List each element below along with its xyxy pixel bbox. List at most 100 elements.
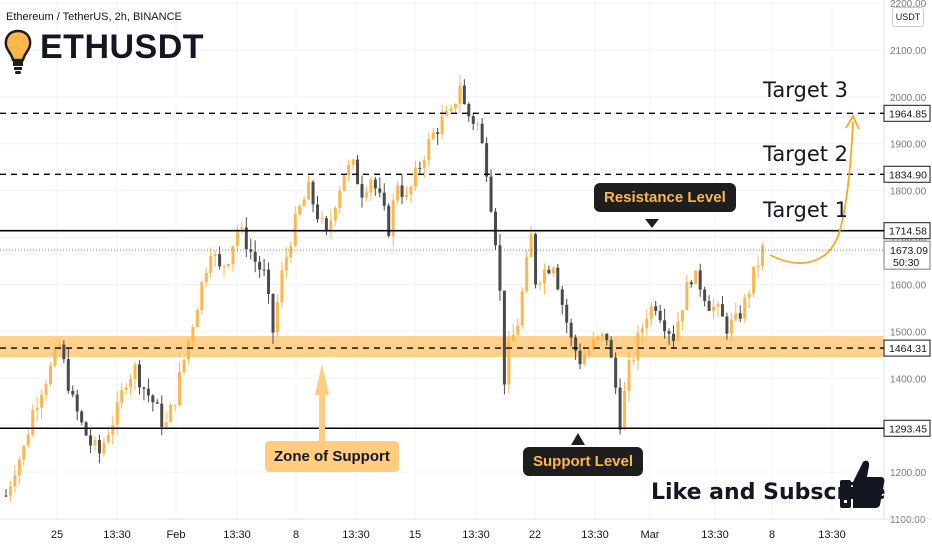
candle-body	[734, 313, 738, 320]
candle-body	[756, 266, 760, 268]
candle-body	[400, 185, 404, 198]
candle-body	[427, 139, 431, 161]
candle-body	[57, 344, 61, 349]
current-price-tag-box	[883, 240, 931, 270]
candle-body	[102, 442, 106, 454]
candle-body	[409, 186, 413, 195]
time-tick-label: 13:30	[223, 529, 251, 541]
candle-body	[694, 270, 698, 285]
candle-body	[129, 378, 133, 388]
candle-body	[138, 364, 141, 388]
candle-body	[311, 182, 315, 205]
time-tick-label: 15	[409, 529, 421, 541]
candle-body	[164, 422, 168, 427]
candle-body	[329, 220, 333, 232]
candle-body	[378, 188, 382, 193]
candle-body	[418, 167, 422, 169]
candle-body	[178, 372, 182, 405]
candle-body	[538, 283, 542, 285]
candle-body	[146, 388, 150, 396]
zone-pointer	[315, 364, 329, 395]
candle-body	[440, 115, 444, 135]
candle-body	[707, 300, 711, 311]
candle-body	[351, 159, 355, 165]
candle-body	[449, 108, 453, 112]
candle-body	[485, 143, 489, 177]
candle-body	[191, 327, 195, 341]
support-level-label: Support Level	[523, 447, 644, 476]
candle-body	[89, 435, 93, 446]
candle-body	[703, 289, 707, 301]
level-price-tag-box	[883, 222, 931, 240]
time-tick-label: 13:30	[701, 529, 729, 541]
candle-body	[431, 132, 435, 140]
candle-body	[609, 340, 613, 358]
candle-body	[195, 310, 199, 328]
candle-body	[160, 403, 164, 427]
candle-body	[222, 265, 226, 267]
price-axis[interactable]: 1100.001200.001300.001400.001500.001600.…	[883, 0, 931, 526]
candle-body	[623, 390, 627, 430]
resistance-callout-pointer	[645, 219, 659, 228]
time-tick-label: Mar	[641, 529, 660, 541]
price-levels	[0, 112, 884, 430]
price-tick-label: 2000.00	[890, 93, 927, 104]
candle-body	[525, 257, 529, 292]
candle-body	[209, 256, 213, 274]
candle-body	[752, 266, 756, 294]
candle-body	[324, 218, 328, 232]
candle-body	[75, 394, 79, 412]
currency-selector[interactable]: USDT	[892, 7, 924, 27]
countdown-tag: 50:30	[893, 257, 919, 269]
candle-body	[413, 167, 417, 187]
candle-body	[467, 104, 471, 117]
candle-body	[654, 306, 658, 311]
candle-body	[498, 245, 502, 291]
candle-body	[356, 159, 360, 185]
candle-body	[213, 254, 217, 257]
candle-body	[244, 227, 248, 250]
candle-body	[369, 179, 373, 193]
level-price-tag-box	[883, 419, 931, 437]
candle-body	[382, 192, 386, 206]
candle-body	[614, 357, 618, 388]
candle-body	[569, 322, 573, 338]
candle-body	[516, 325, 520, 335]
candle-body	[618, 387, 622, 430]
candle-body	[262, 269, 266, 271]
zone-of-support-label: Zone of Support	[265, 441, 399, 472]
price-tick-label: 1400.00	[890, 374, 927, 385]
candle-body	[685, 282, 689, 311]
candle-body	[676, 321, 680, 341]
candle-body	[672, 333, 675, 341]
candle-body	[218, 254, 222, 267]
grid-lines	[0, 0, 884, 520]
candle-body	[716, 304, 720, 307]
candle-body	[534, 234, 538, 285]
candle-body	[93, 440, 97, 446]
candle-body	[249, 249, 253, 252]
candle-body	[284, 257, 288, 271]
candle-body	[151, 395, 155, 403]
candle-body	[347, 164, 351, 176]
support-callout-pointer	[571, 433, 585, 445]
price-tick-label: 1800.00	[890, 187, 927, 198]
candle-body	[520, 291, 524, 326]
candle-body	[560, 289, 564, 305]
target-3-label: Target 3	[763, 78, 849, 102]
time-axis[interactable]: 25 13:30 Feb 13:30 8 13:30 15 13:30 22 13:30 Mar 13…	[0, 518, 932, 541]
time-tick-label: 13:30	[103, 529, 131, 541]
candle-body	[565, 304, 569, 323]
lightbulb-icon	[4, 29, 32, 74]
candle-body	[106, 434, 110, 443]
time-tick-label: 13:30	[818, 529, 846, 541]
candle-body	[338, 190, 342, 208]
level-price-tag: 1964.85	[889, 108, 927, 120]
candle-body	[155, 402, 159, 404]
candle-body	[31, 409, 35, 435]
level-price-tag-box	[883, 339, 931, 357]
level-price-tag: 1714.58	[889, 226, 927, 238]
candle-body	[231, 245, 235, 265]
candle-body	[453, 103, 457, 109]
